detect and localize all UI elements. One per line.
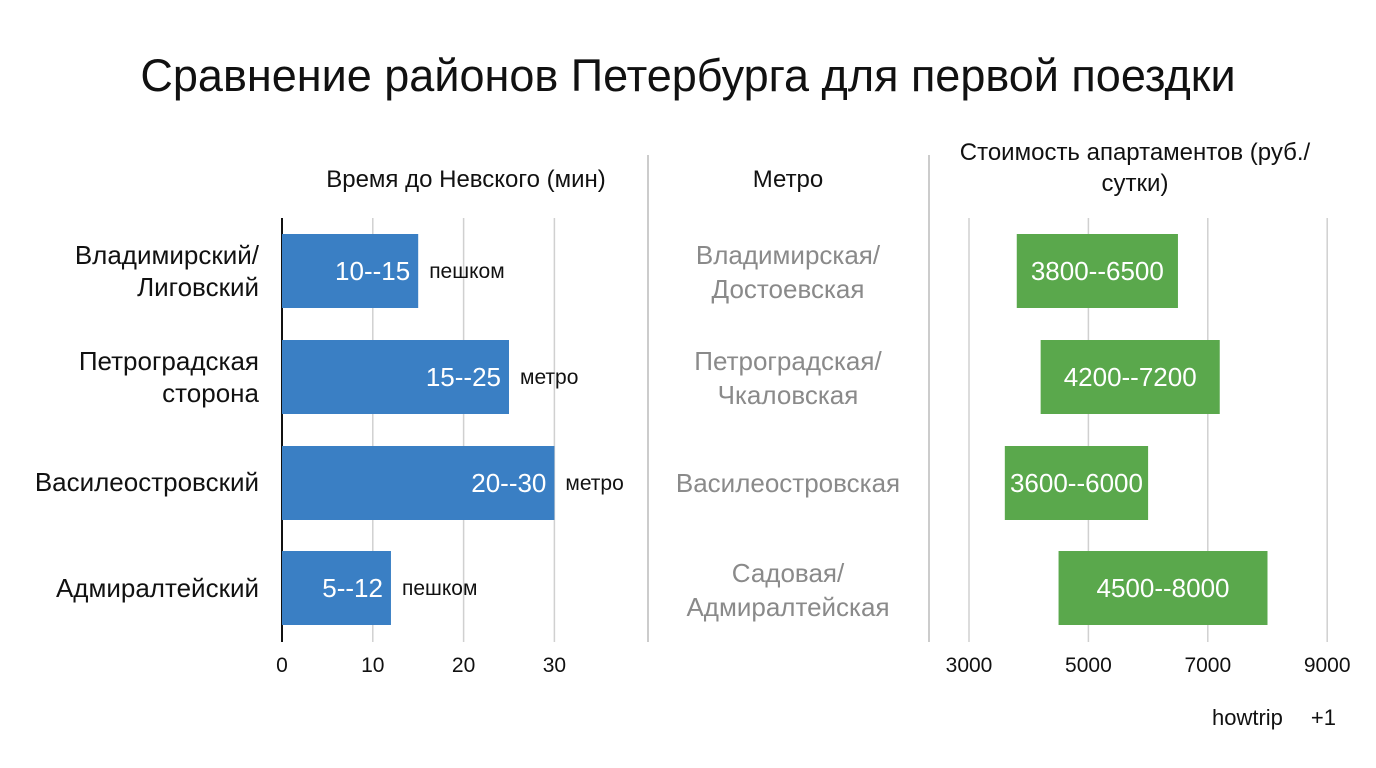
brand-extra: +1 <box>1310 705 1336 730</box>
cost-bar-label: 3600--6000 <box>1010 468 1143 498</box>
time-bar <box>282 551 391 625</box>
cost-bar-label: 4200--7200 <box>1064 362 1197 392</box>
cost-x-tick-label: 7000 <box>1184 654 1231 677</box>
cost-bar <box>1040 340 1220 414</box>
time-bar <box>282 446 555 520</box>
cost-x-tick-label: 9000 <box>1304 654 1351 677</box>
district-label-petrogradskaya: Петроградская сторона <box>78 346 259 408</box>
chart-title: Сравнение районов Петербурга для первой … <box>140 50 1236 101</box>
time-x-tick-label: 0 <box>276 654 288 677</box>
cost-bar-label: 3800--6500 <box>1031 256 1164 286</box>
branding: howtrip +1 <box>1212 705 1336 731</box>
time-x-tick-label: 10 <box>361 654 384 677</box>
time-column-header: Время до Невского (мин) <box>326 166 606 193</box>
brand-name: howtrip <box>1211 705 1283 730</box>
time-bar-label: 20--30 <box>471 468 546 498</box>
metro-station-sadovaya: Садовая/ Адмиралтейская <box>686 558 890 622</box>
time-x-tick-label: 20 <box>452 654 475 677</box>
district-label-admiralteysky: Адмиралтейский <box>55 573 259 603</box>
cost-bar <box>1058 551 1268 625</box>
metro-station-vasileostrovskaya: Василеостровская <box>675 468 901 498</box>
column-separator-left <box>647 155 649 642</box>
district-label-vasileostrovsky: Василеостровский <box>34 467 259 497</box>
time-x-tick-label: 30 <box>543 654 566 677</box>
time-bar-label: 15--25 <box>426 362 501 392</box>
cost-chart: 3000 5000 7000 9000 3800--6500 4200--7200 3600… <box>946 218 1351 677</box>
cost-x-tick-label: 5000 <box>1065 654 1112 677</box>
metro-station-vladimirskaya: Владимирская/ Достоевская <box>695 240 881 304</box>
time-bar-label: 5--12 <box>322 573 383 603</box>
time-bar <box>282 234 419 308</box>
cost-bar <box>1004 446 1149 520</box>
district-label-vladimirsky: Владимирский/ Лиговский <box>74 240 259 302</box>
metro-column-header: Метро <box>752 166 824 193</box>
time-bar <box>282 340 509 414</box>
cost-column-header: Стоимость апартаментов (руб./сутки) <box>959 139 1311 197</box>
travel-mode-label: метро <box>520 366 578 389</box>
column-separator-right <box>928 155 930 642</box>
cost-bar-label: 4500--8000 <box>1097 573 1230 603</box>
metro-station-petrogradskaya: Петроградская/ Чкаловская <box>694 346 882 410</box>
time-bar-label: 10--15 <box>335 256 410 286</box>
cost-x-tick-label: 3000 <box>946 654 993 677</box>
travel-mode-label: метро <box>565 472 623 495</box>
time-chart: 0 10 20 30 10--15 пешком 15--25 метро 20--30 метр… <box>276 218 624 677</box>
cost-bar <box>1016 234 1178 308</box>
travel-mode-label: пешком <box>429 260 504 283</box>
travel-mode-label: пешком <box>402 577 477 600</box>
